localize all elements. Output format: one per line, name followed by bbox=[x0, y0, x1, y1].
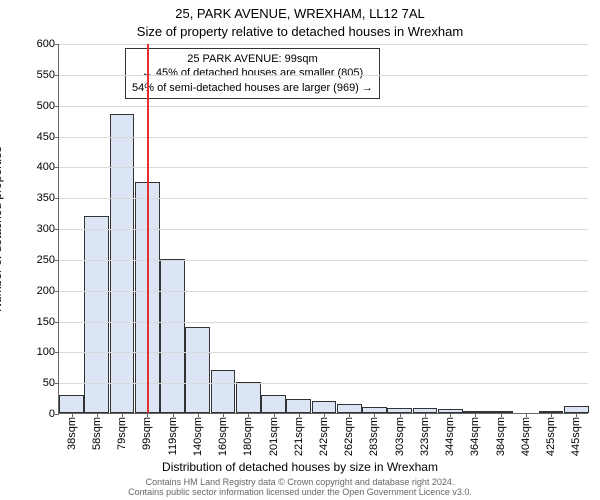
xtick-label: 323sqm bbox=[419, 417, 431, 456]
ytick-mark bbox=[55, 229, 59, 230]
xtick-label: 79sqm bbox=[116, 417, 128, 450]
gridline bbox=[59, 137, 588, 138]
xtick-label: 364sqm bbox=[469, 417, 481, 456]
histogram-bar bbox=[59, 395, 84, 414]
annotation-box: 25 PARK AVENUE: 99sqm ← 45% of detached … bbox=[125, 48, 380, 99]
xtick-label: 283sqm bbox=[368, 417, 380, 456]
ytick-label: 400 bbox=[37, 161, 55, 173]
xtick-label: 425sqm bbox=[545, 417, 557, 456]
page-title-line2: Size of property relative to detached ho… bbox=[0, 24, 600, 39]
xtick-label: 242sqm bbox=[318, 417, 330, 456]
xtick-label: 58sqm bbox=[91, 417, 103, 450]
histogram-bar bbox=[185, 327, 210, 413]
histogram-bar bbox=[564, 406, 589, 413]
ytick-mark bbox=[55, 322, 59, 323]
gridline bbox=[59, 229, 588, 230]
xtick-label: 38sqm bbox=[66, 417, 78, 450]
histogram-bar bbox=[312, 401, 337, 413]
histogram-bar bbox=[110, 114, 135, 413]
ytick-mark bbox=[55, 167, 59, 168]
histogram-bar bbox=[286, 399, 311, 413]
annotation-line1: 25 PARK AVENUE: 99sqm bbox=[132, 52, 373, 66]
xtick-label: 201sqm bbox=[268, 417, 280, 456]
ytick-label: 350 bbox=[37, 192, 55, 204]
ytick-label: 600 bbox=[37, 38, 55, 50]
ytick-label: 100 bbox=[37, 346, 55, 358]
xtick-label: 404sqm bbox=[520, 417, 532, 456]
gridline bbox=[59, 260, 588, 261]
annotation-line2: ← 45% of detached houses are smaller (80… bbox=[132, 66, 373, 80]
histogram-bar bbox=[337, 404, 362, 413]
chart-plot-area: 25 PARK AVENUE: 99sqm ← 45% of detached … bbox=[58, 44, 588, 414]
gridline bbox=[59, 322, 588, 323]
gridline bbox=[59, 75, 588, 76]
ytick-label: 150 bbox=[37, 316, 55, 328]
gridline bbox=[59, 198, 588, 199]
histogram-bar bbox=[160, 259, 185, 413]
xtick-label: 180sqm bbox=[242, 417, 254, 456]
histogram-bar bbox=[261, 395, 286, 414]
ytick-mark bbox=[55, 414, 59, 415]
ytick-mark bbox=[55, 291, 59, 292]
reference-vline bbox=[147, 44, 149, 413]
xtick-label: 221sqm bbox=[293, 417, 305, 456]
ytick-label: 450 bbox=[37, 131, 55, 143]
footer-attribution: Contains HM Land Registry data © Crown c… bbox=[10, 478, 590, 498]
xtick-label: 303sqm bbox=[394, 417, 406, 456]
ytick-mark bbox=[55, 383, 59, 384]
histogram-bar bbox=[236, 382, 261, 413]
ytick-label: 200 bbox=[37, 285, 55, 297]
ytick-mark bbox=[55, 137, 59, 138]
ytick-mark bbox=[55, 352, 59, 353]
xtick-label: 99sqm bbox=[141, 417, 153, 450]
ytick-label: 300 bbox=[37, 223, 55, 235]
gridline bbox=[59, 167, 588, 168]
ytick-mark bbox=[55, 75, 59, 76]
xtick-label: 344sqm bbox=[444, 417, 456, 456]
gridline bbox=[59, 383, 588, 384]
y-axis-label: Number of detached properties bbox=[0, 44, 10, 414]
xtick-label: 262sqm bbox=[343, 417, 355, 456]
ytick-label: 500 bbox=[37, 100, 55, 112]
xtick-label: 160sqm bbox=[217, 417, 229, 456]
gridline bbox=[59, 352, 588, 353]
annotation-line3: 54% of semi-detached houses are larger (… bbox=[132, 81, 373, 95]
ytick-mark bbox=[55, 106, 59, 107]
ytick-mark bbox=[55, 260, 59, 261]
gridline bbox=[59, 44, 588, 45]
ytick-label: 0 bbox=[49, 408, 55, 420]
xtick-label: 384sqm bbox=[495, 417, 507, 456]
xtick-label: 119sqm bbox=[167, 417, 179, 455]
ytick-mark bbox=[55, 198, 59, 199]
gridline bbox=[59, 291, 588, 292]
gridline bbox=[59, 106, 588, 107]
page-title-line1: 25, PARK AVENUE, WREXHAM, LL12 7AL bbox=[0, 6, 600, 21]
xtick-label: 140sqm bbox=[192, 417, 204, 456]
ytick-label: 50 bbox=[43, 377, 55, 389]
xtick-label: 445sqm bbox=[570, 417, 582, 456]
ytick-label: 550 bbox=[37, 69, 55, 81]
histogram-bar bbox=[211, 370, 236, 413]
footer-line2: Contains public sector information licen… bbox=[10, 488, 590, 498]
x-axis-label: Distribution of detached houses by size … bbox=[0, 460, 600, 474]
ytick-label: 250 bbox=[37, 254, 55, 266]
ytick-mark bbox=[55, 44, 59, 45]
